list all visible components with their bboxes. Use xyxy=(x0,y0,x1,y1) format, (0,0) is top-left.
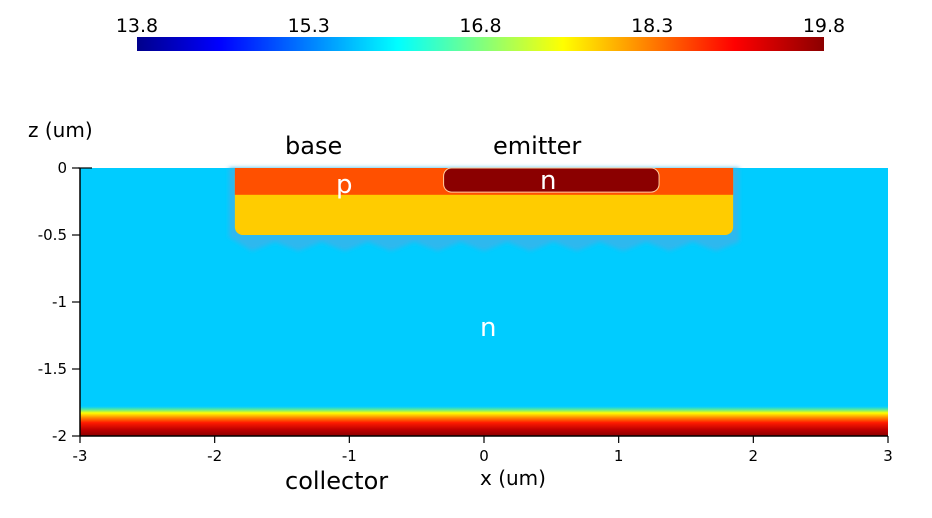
colorbar-tick-label: 18.3 xyxy=(631,15,673,37)
n-bulk-label: n xyxy=(480,313,496,343)
collector-annotation: collector xyxy=(285,467,388,495)
collector-region xyxy=(80,406,888,436)
x-tick-label: -1 xyxy=(342,447,357,465)
axes: -3 -2 -1 0 1 2 3 0 -0.5 -1 -1.5 -2 xyxy=(38,159,893,465)
x-tick-label: -2 xyxy=(207,447,222,465)
x-tick-label: 3 xyxy=(883,447,893,465)
y-tick-label: 0 xyxy=(57,159,67,177)
colorbar-tick-label: 13.8 xyxy=(116,15,158,37)
plot-area xyxy=(80,167,888,436)
y-axis-label: z (um) xyxy=(28,118,93,142)
colorbar-tick-labels: 13.8 15.3 16.8 18.3 19.8 xyxy=(116,15,845,37)
y-tick-label: -1 xyxy=(52,293,67,311)
emitter-n-region xyxy=(443,167,660,193)
y-tick-label: -1.5 xyxy=(38,360,67,378)
colorbar-tick-label: 16.8 xyxy=(459,15,501,37)
emitter-annotation: emitter xyxy=(493,132,581,160)
y-tick-label: -0.5 xyxy=(38,226,67,244)
x-tick-label: 2 xyxy=(749,447,759,465)
y-tick-label: -2 xyxy=(52,427,67,445)
colorbar-tick-label: 15.3 xyxy=(288,15,330,37)
p-region-label: p xyxy=(336,170,353,200)
x-axis-label: x (um) xyxy=(480,466,546,490)
base-annotation: base xyxy=(285,132,342,160)
colorbar-tick-label: 19.8 xyxy=(803,15,845,37)
x-tick-label: 0 xyxy=(479,447,489,465)
colorbar-gradient xyxy=(137,37,824,51)
n-emitter-label: n xyxy=(540,166,556,196)
x-tick-label: -3 xyxy=(73,447,88,465)
colorbar: 13.8 15.3 16.8 18.3 19.8 xyxy=(116,15,845,51)
x-tick-label: 1 xyxy=(614,447,624,465)
